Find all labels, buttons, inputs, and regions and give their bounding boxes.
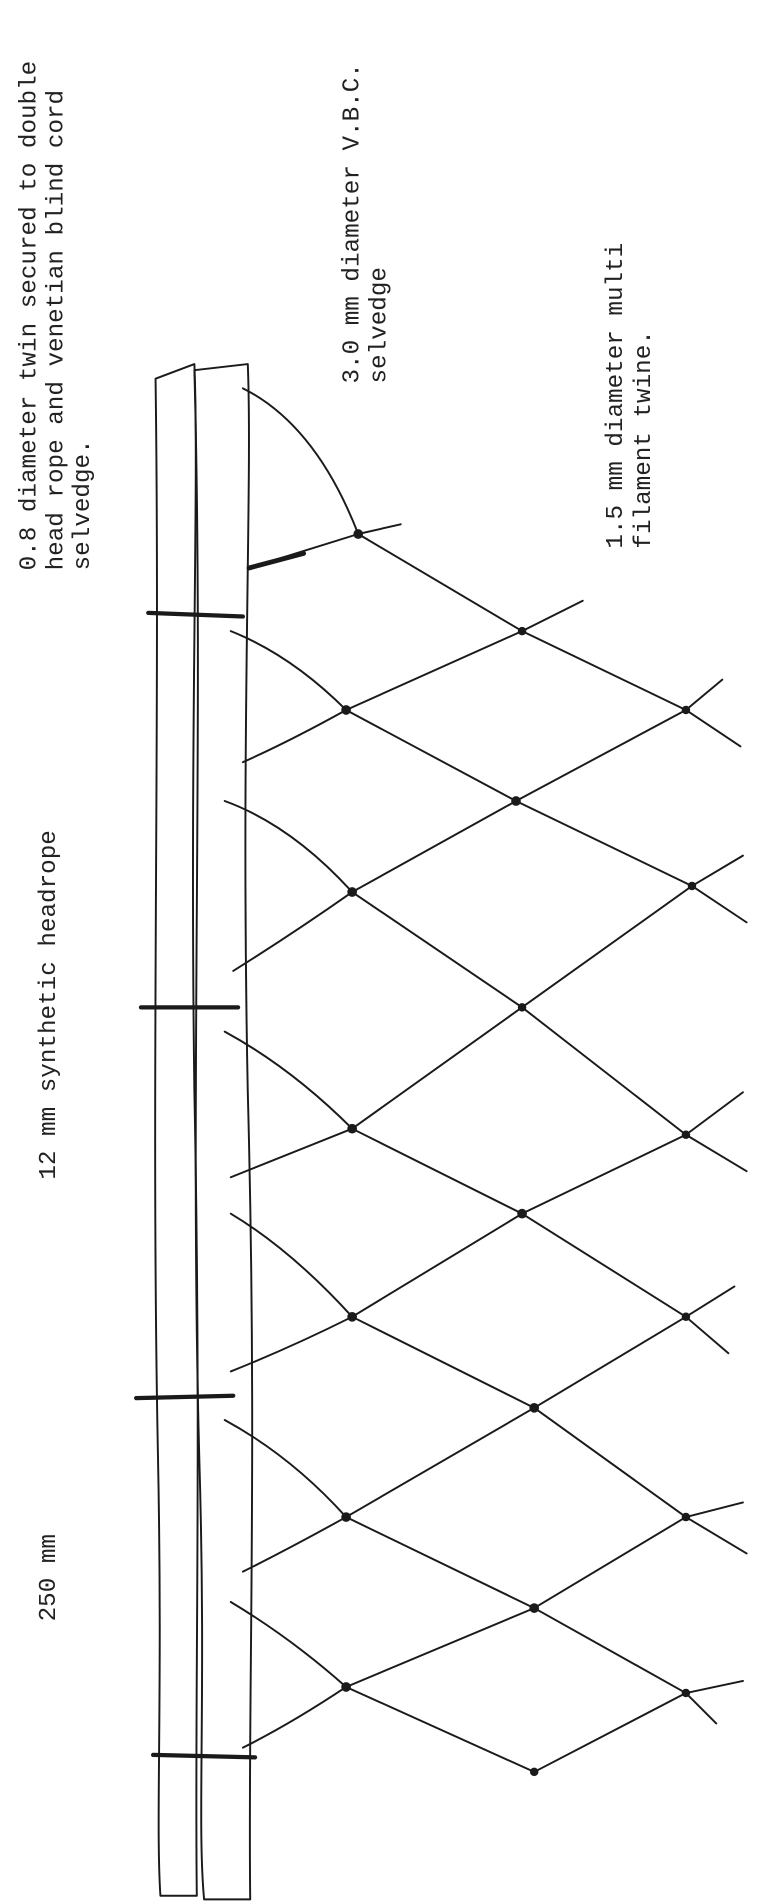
annotation-line: 3.0 mm diameter V.B.C. — [340, 63, 367, 383]
annotation-line: 1.5 mm diameter multi — [603, 243, 630, 549]
annotation-line: filament twine. — [631, 330, 658, 548]
lashings — [134, 610, 258, 1760]
annotation-line: 0.8 diameter twin secured to double — [17, 61, 44, 571]
annotation-line: selvedge. — [70, 439, 97, 570]
annotation-line: head rope and venetian blind cord — [43, 90, 70, 571]
knots — [341, 529, 697, 1777]
headrope — [154, 363, 199, 1897]
selvedge-rope — [193, 363, 254, 1901]
annotation-line: selvedge — [366, 267, 393, 384]
annotation-line: 12 mm synthetic headrope — [36, 830, 63, 1179]
annotation-line: 250 mm — [36, 1534, 63, 1621]
mesh — [223, 387, 748, 1773]
